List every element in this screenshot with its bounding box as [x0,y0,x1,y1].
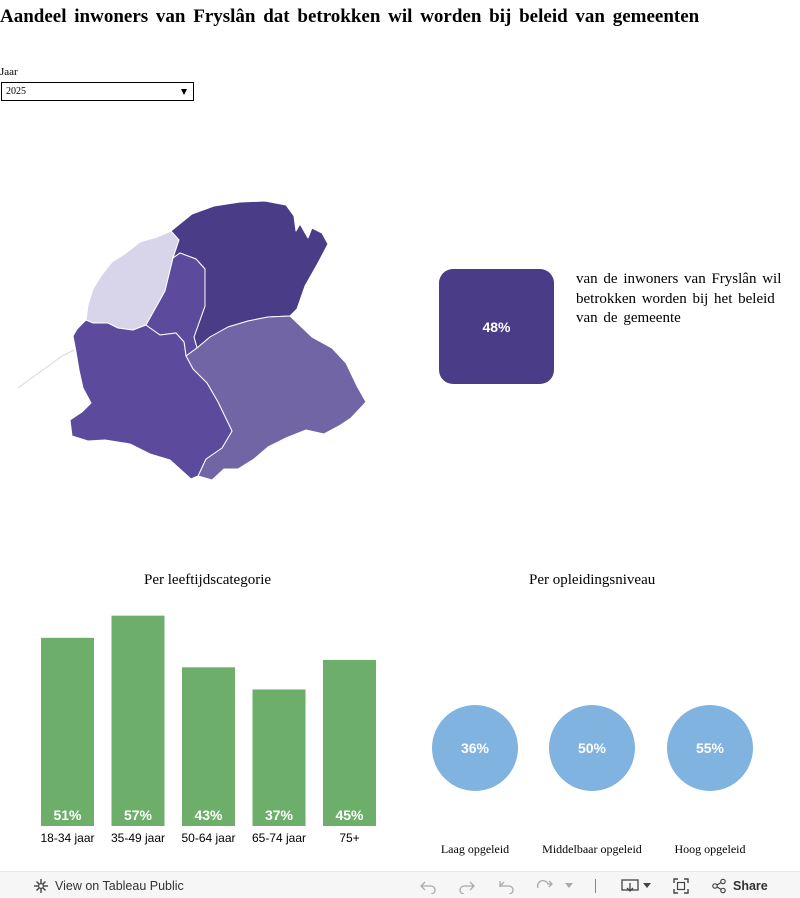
refresh-icon [536,878,554,894]
age-bar-value-label: 51% [53,807,82,823]
share-label: Share [733,878,768,893]
download-button[interactable] [621,872,651,898]
refresh-button[interactable] [536,872,554,898]
education-label-middle: Middelbaar opgeleid [542,842,642,856]
age-bar-value-label: 37% [265,807,294,823]
age-category-label: 65-74 jaar [252,831,306,845]
view-on-tableau-label: View on Tableau Public [55,878,184,893]
age-bar-value-label: 45% [335,807,364,823]
age-bar[interactable] [182,667,235,826]
age-category-label: 18-34 jaar [40,831,94,845]
redo-button[interactable] [458,872,476,898]
year-filter-dropdown[interactable]: 2025 [1,82,194,101]
download-chevron-icon [643,882,651,889]
age-category-label: 75+ [339,831,359,845]
dashboard-title: Aandeel inwoners van Fryslân dat betrokk… [0,6,700,27]
age-bar[interactable] [323,659,376,826]
year-filter-value: 2025 [6,86,26,97]
kpi-value-tile: 48% [439,269,554,384]
education-bubble-low[interactable]: 36% [432,705,518,791]
share-icon [711,878,727,894]
age-section-title: Per leeftijdscategorie [144,572,272,588]
redo-icon [458,878,476,894]
tableau-toolbar: View on Tableau Public Share [0,871,800,898]
education-label-low: Laag opgeleid [440,842,510,856]
age-bar[interactable] [252,689,306,826]
fullscreen-icon [673,877,689,894]
age-category-label: 35-49 jaar [111,831,165,845]
download-icon [621,878,639,894]
education-bubble-high[interactable]: 55% [667,705,753,791]
toolbar-divider [595,879,596,893]
education-bubble-middle[interactable]: 50% [549,705,635,791]
undo-icon [419,878,437,894]
map-region-southwest[interactable] [69,319,233,480]
friesland-region-map [17,200,367,481]
map-coastline [17,349,75,389]
refresh-menu-chevron-icon[interactable] [565,872,573,898]
view-on-tableau-link[interactable]: View on Tableau Public [33,872,184,898]
chevron-down-icon [181,89,187,95]
age-category-label: 50-64 jaar [181,831,235,845]
kpi-description: van de inwoners van Fryslân wil betrokke… [576,271,782,326]
tableau-logo-icon [33,878,49,894]
fullscreen-button[interactable] [673,872,689,898]
share-button[interactable]: Share [711,872,768,898]
revert-icon [498,878,516,894]
education-label-high: Hoog opgeleid [674,842,746,856]
year-filter-label: Jaar [0,66,18,78]
age-bar-chart: 51% 18-34 jaar 57% 35-49 jaar 43% 50-64 jaar 3… [40,615,376,845]
age-bar-value-label: 43% [194,807,223,823]
age-bar[interactable] [41,637,94,826]
undo-button[interactable] [419,872,437,898]
education-section-title: Per opleidingsniveau [529,572,656,588]
revert-button[interactable] [498,872,516,898]
age-bar-value-label: 57% [124,807,153,823]
age-bar[interactable] [111,615,165,826]
